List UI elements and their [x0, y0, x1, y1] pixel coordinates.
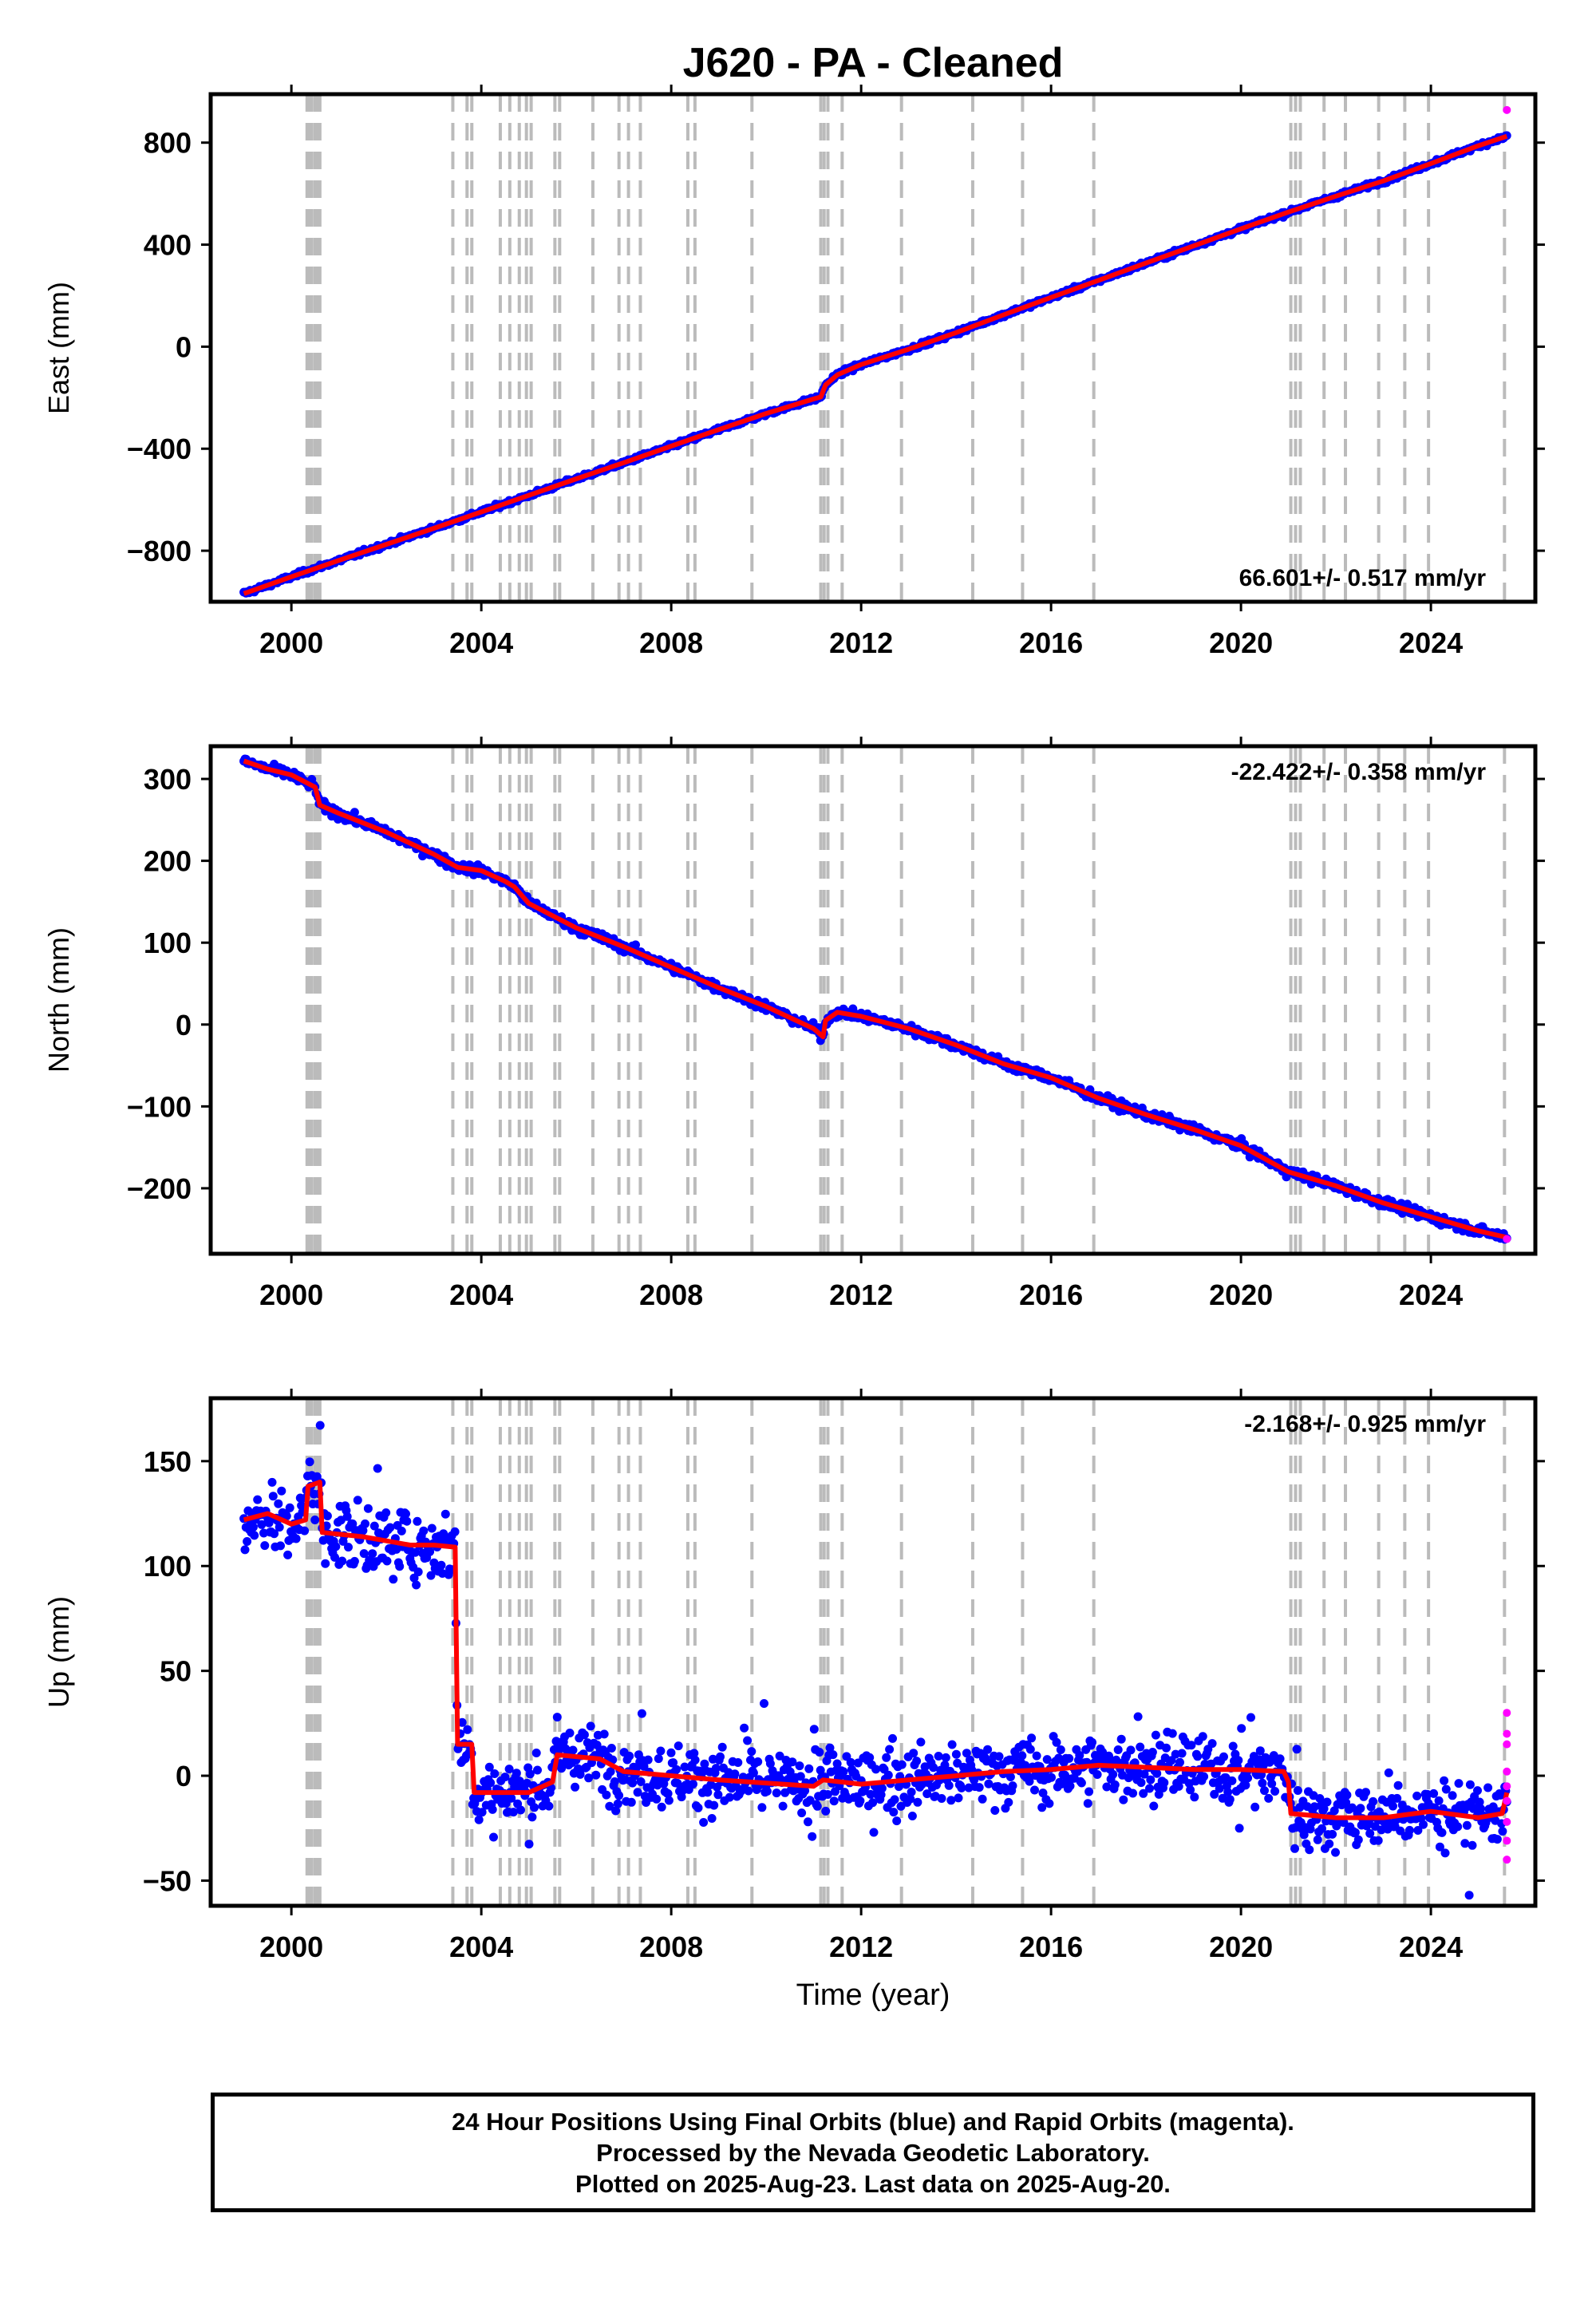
x-tick-label: 2008: [639, 1279, 703, 1311]
y-tick-label: 100: [144, 927, 192, 959]
rapid-orbit-point: [1503, 1817, 1511, 1826]
x-tick-label: 2012: [829, 1931, 893, 1963]
rate-annotation: -22.422+/- 0.358 mm/yr: [1231, 759, 1487, 785]
y-axis-label: Up (mm): [42, 1596, 75, 1708]
final-orbit-markers: [239, 754, 1511, 1244]
rapid-orbit-point: [1503, 1235, 1511, 1243]
plot-frame: [208, 1396, 1538, 1908]
x-tick-label: 2012: [829, 626, 893, 659]
plot-frame: [208, 744, 1538, 1256]
north-panel: 2000 2004 2008 2012 2016 2020 2024 −200 −100 0 100…: [42, 737, 1545, 1311]
rapid-orbit-point: [1503, 1767, 1511, 1776]
x-tick-label: 2020: [1209, 626, 1273, 659]
x-tick-label: 2012: [829, 1279, 893, 1311]
final-orbit-points: [239, 1421, 1511, 1900]
y-tick-label: 800: [144, 127, 192, 160]
rate-annotation: -2.168+/- 0.925 mm/yr: [1244, 1411, 1486, 1437]
y-tick-label: 400: [144, 229, 192, 262]
x-tick-label: 2000: [259, 1279, 323, 1311]
x-tick-label: 2020: [1209, 1279, 1273, 1311]
plot-frame: [208, 92, 1538, 604]
rapid-orbit-point: [1503, 1709, 1511, 1717]
up-panel: 2000 2004 2008 2012 2016 2020 2024 −50 0 50 100 150…: [42, 1389, 1545, 1963]
y-tick-label: −200: [127, 1172, 192, 1205]
time-series-figure: J620 - PA - Cleaned 2000 2004 2008 2012 2016…: [42, 40, 1545, 2012]
y-tick-label: −400: [127, 433, 192, 465]
info-line-processed: Processed by the Nevada Geodetic Laborat…: [596, 2138, 1150, 2167]
chart-title: J620 - PA - Cleaned: [683, 40, 1064, 86]
y-tick-label: −50: [143, 1864, 192, 1897]
x-tick-label: 2008: [639, 626, 703, 659]
model-fit-line: [243, 133, 1508, 596]
info-box: 24 Hour Positions Using Final Orbits (bl…: [211, 2093, 1535, 2212]
rate-annotation: 66.601+/- 0.517 mm/yr: [1239, 565, 1487, 591]
x-tick-label: 2016: [1019, 1931, 1083, 1963]
east-panel: 2000 2004 2008 2012 2016 2020 2024 −800 −400 0 400…: [42, 85, 1545, 659]
x-axis-label: Time (year): [796, 1978, 950, 2012]
x-tick-label: 2004: [449, 1279, 513, 1311]
rapid-orbit-point: [1503, 1796, 1511, 1805]
y-tick-label: 200: [144, 845, 192, 878]
info-line-plotted: Plotted on 2025-Aug-23. Last data on 202…: [575, 2169, 1171, 2198]
x-tick-label: 2004: [449, 1931, 513, 1963]
x-tick-label: 2016: [1019, 626, 1083, 659]
x-tick-label: 2004: [449, 626, 513, 659]
y-tick-label: 0: [176, 330, 192, 363]
y-axis-label: East (mm): [42, 282, 75, 414]
y-tick-label: 100: [144, 1550, 192, 1583]
model-fit-line: [243, 1480, 1510, 1820]
final-orbit-markers: [239, 1421, 1511, 1900]
rapid-orbit-point: [1503, 1729, 1511, 1738]
info-line-orbits: 24 Hour Positions Using Final Orbits (bl…: [452, 2107, 1294, 2136]
y-tick-label: 300: [144, 763, 192, 796]
rapid-orbit-point: [1503, 1782, 1511, 1791]
x-tick-label: 2024: [1399, 1279, 1463, 1311]
y-tick-label: −800: [127, 535, 192, 567]
y-tick-label: 0: [176, 1009, 192, 1041]
x-tick-label: 2000: [259, 626, 323, 659]
y-tick-label: 150: [144, 1445, 192, 1478]
rapid-orbit-point: [1503, 1836, 1511, 1845]
y-tick-label: −100: [127, 1090, 192, 1123]
x-tick-label: 2024: [1399, 626, 1463, 659]
rapid-orbit-point: [1503, 105, 1511, 114]
final-orbit-points: [239, 754, 1511, 1244]
x-tick-label: 2016: [1019, 1279, 1083, 1311]
x-tick-label: 2000: [259, 1931, 323, 1963]
y-tick-label: 50: [160, 1655, 192, 1688]
model-fit-line: [243, 758, 1507, 1240]
rapid-orbit-point: [1503, 1740, 1511, 1749]
x-tick-label: 2008: [639, 1931, 703, 1963]
y-axis-label: North (mm): [42, 927, 75, 1073]
y-tick-label: 0: [176, 1760, 192, 1792]
x-tick-label: 2024: [1399, 1931, 1463, 1963]
rapid-orbit-point: [1503, 1856, 1511, 1864]
x-tick-label: 2020: [1209, 1931, 1273, 1963]
